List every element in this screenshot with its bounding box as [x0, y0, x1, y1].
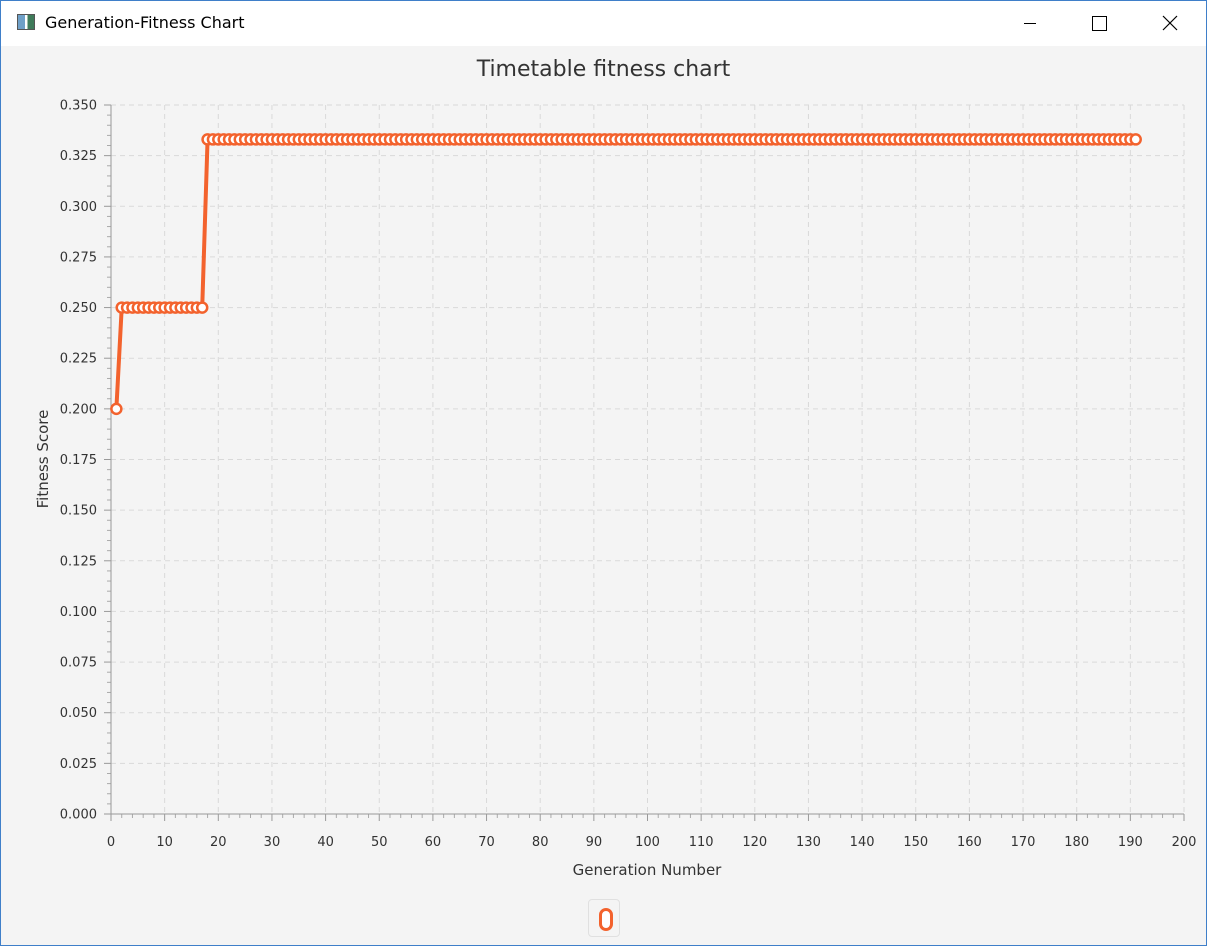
y-tick-label: 0.325 — [60, 149, 97, 164]
x-tick-label: 30 — [264, 835, 281, 850]
x-tick-label: 130 — [796, 835, 821, 850]
x-tick-label: 50 — [371, 835, 388, 850]
y-tick-label: 0.175 — [60, 453, 97, 468]
x-tick-label: 180 — [1064, 835, 1089, 850]
x-axis-label: Generation Number — [572, 861, 722, 879]
y-tick-label: 0.275 — [60, 250, 97, 265]
y-tick-label: 0.225 — [60, 352, 97, 367]
x-tick-label: 120 — [742, 835, 767, 850]
x-tick-label: 60 — [425, 835, 442, 850]
series-line-path — [114, 137, 1136, 409]
title-bar[interactable]: Generation-Fitness Chart — [1, 1, 1206, 46]
close-button[interactable] — [1146, 1, 1192, 46]
minimize-icon — [1024, 23, 1036, 24]
x-tick-label: 80 — [532, 835, 549, 850]
y-tick-label: 0.250 — [60, 301, 97, 316]
y-tick-label: 0.300 — [60, 200, 97, 215]
x-tick-label: 110 — [689, 835, 714, 850]
x-tick-label: 140 — [850, 835, 875, 850]
x-tick-label: 90 — [586, 835, 603, 850]
y-tick-label: 0.025 — [60, 757, 97, 772]
maximize-icon — [1092, 16, 1107, 31]
x-tick-label: 10 — [156, 835, 173, 850]
x-tick-label: 170 — [1011, 835, 1036, 850]
legend-symbol — [599, 908, 613, 931]
x-tick-label: 100 — [635, 835, 660, 850]
grid-lines — [111, 104, 1185, 814]
x-tick-label: 150 — [903, 835, 928, 850]
axes: 0 10 20 30 40 50 60 70 80 90 100 110 120 130 140 150 160… — [60, 99, 1197, 851]
x-tick-label: 40 — [317, 835, 334, 850]
x-tick-label: 20 — [210, 835, 227, 850]
chart-title: Timetable fitness chart — [476, 57, 731, 82]
fitness-chart: 0 10 20 30 40 50 60 70 80 90 100 110 120 130 140 150 160… — [60, 99, 1197, 851]
x-tick-label: 160 — [957, 835, 982, 850]
y-tick-label: 0.050 — [60, 706, 97, 721]
y-tick-label: 0.150 — [60, 504, 97, 519]
x-tick-label: 0 — [107, 835, 115, 850]
window-title: Generation-Fitness Chart — [45, 13, 245, 32]
y-tick-label: 0.100 — [60, 605, 97, 620]
y-tick-label: 0.350 — [60, 99, 97, 114]
y-tick-label: 0.000 — [60, 808, 97, 823]
data-point — [1129, 133, 1142, 146]
y-tick-label: 0.200 — [60, 402, 97, 417]
minimize-button[interactable] — [1008, 1, 1054, 46]
legend — [588, 899, 620, 937]
y-axis-label: Fitness Score — [34, 409, 52, 509]
y-tick-label: 0.125 — [60, 554, 97, 569]
app-icon — [17, 14, 35, 30]
x-tick-label: 70 — [478, 835, 495, 850]
series-line — [114, 137, 1136, 409]
data-point — [110, 402, 123, 416]
maximize-button[interactable] — [1076, 1, 1122, 46]
close-icon — [1162, 15, 1178, 31]
y-tick-label: 0.075 — [60, 656, 97, 671]
data-point — [195, 301, 209, 314]
x-tick-label: 190 — [1118, 835, 1143, 850]
series-points — [110, 133, 1142, 416]
x-tick-label: 200 — [1172, 835, 1197, 850]
